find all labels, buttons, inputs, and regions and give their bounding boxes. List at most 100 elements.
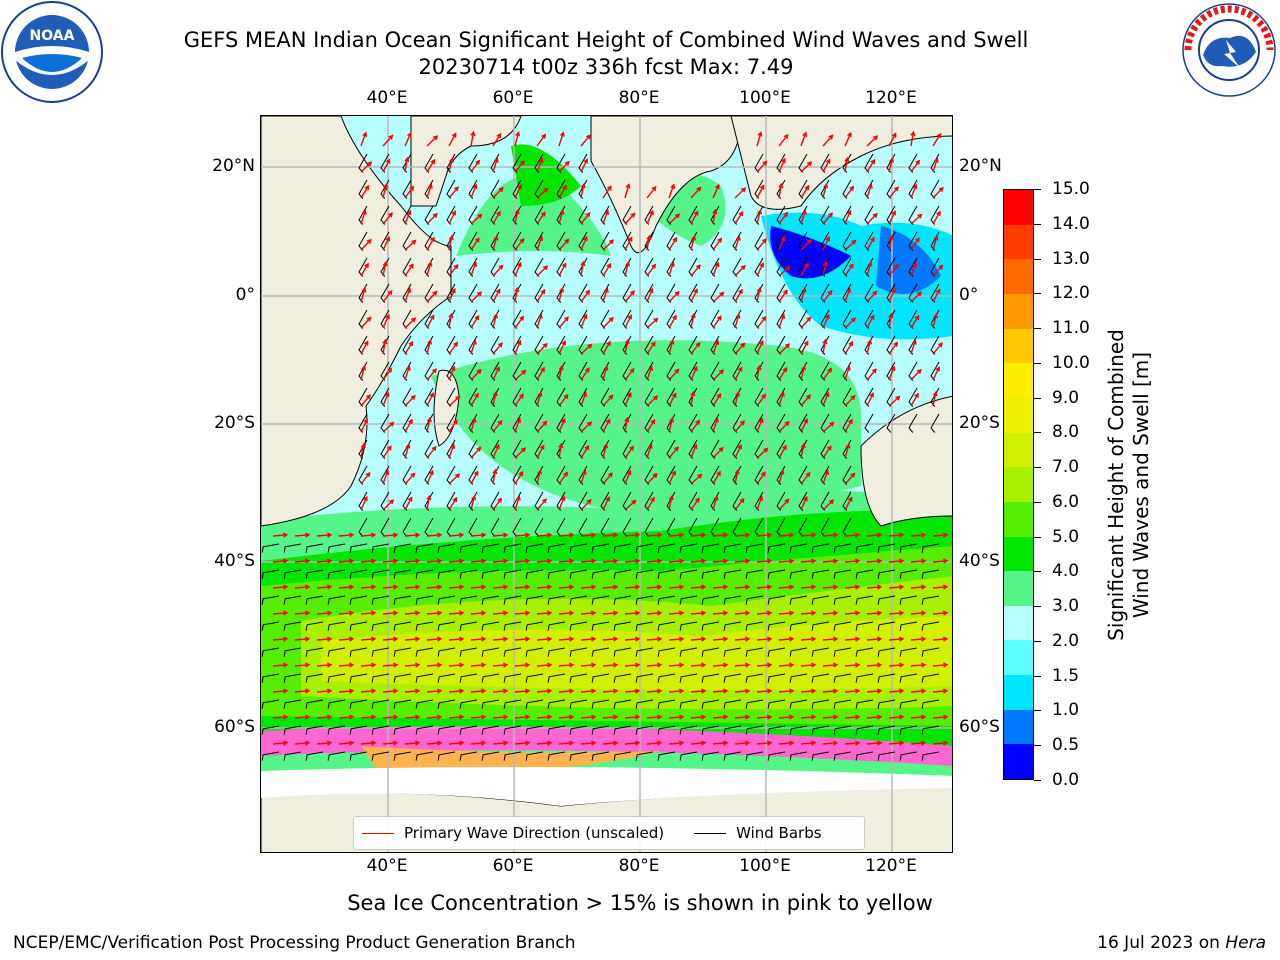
wave-arrow-head <box>740 420 745 426</box>
wave-direction-arrow <box>382 664 397 667</box>
wave-arrow-head <box>824 391 830 398</box>
wave-arrow-head <box>498 264 504 270</box>
wave-direction-arrow <box>602 263 611 277</box>
wave-direction-arrow <box>800 288 806 303</box>
wave-arrow-head <box>713 495 719 501</box>
wind-barb <box>921 725 940 735</box>
colorbar-tick-mark <box>1034 328 1041 330</box>
wave-arrow-head <box>855 558 861 564</box>
wind-barb <box>393 569 412 579</box>
wind-barb <box>745 647 764 657</box>
wind-barb <box>723 543 742 553</box>
wind-barb <box>745 621 764 631</box>
wave-arrow-head <box>844 156 850 163</box>
wave-arrow-head <box>933 157 939 163</box>
wind-barb <box>437 621 456 631</box>
wave-arrow-head <box>917 291 923 297</box>
wind-barb <box>547 621 566 631</box>
wave-arrow-head <box>669 416 675 423</box>
wave-arrow-head <box>671 470 676 476</box>
wave-direction-arrow <box>382 586 397 589</box>
wind-barb <box>525 569 544 579</box>
wind-barb <box>512 517 522 537</box>
wind-barb <box>327 699 346 709</box>
wave-direction-arrow <box>822 560 837 563</box>
wave-direction-arrow <box>690 742 705 745</box>
wave-arrow-head <box>626 469 632 476</box>
wave-direction-arrow <box>932 664 947 667</box>
wave-direction-arrow <box>382 392 389 407</box>
wave-arrow-head <box>450 365 456 372</box>
wave-direction-arrow <box>316 534 331 537</box>
wave-arrow-head <box>305 662 311 668</box>
wave-arrow-head <box>870 158 876 165</box>
wave-arrow-head <box>517 261 522 268</box>
wave-direction-arrow <box>888 690 903 693</box>
wave-direction-arrow <box>888 586 903 589</box>
wave-direction-arrow <box>756 448 768 459</box>
wave-arrow-head <box>393 532 399 538</box>
wind-barb <box>415 569 434 579</box>
wave-direction-arrow <box>492 265 503 277</box>
wave-direction-arrow <box>426 664 441 667</box>
wind-barb <box>679 725 698 735</box>
wave-arrow-head <box>745 714 751 720</box>
wave-direction-arrow <box>932 367 940 381</box>
wave-direction-arrow <box>382 212 393 225</box>
wave-direction-arrow <box>668 496 673 511</box>
colorbar-tick-label: 15.0 <box>1052 179 1090 199</box>
wave-direction-arrow <box>756 472 766 485</box>
wave-direction-arrow <box>624 612 639 615</box>
wave-direction-arrow <box>866 291 877 303</box>
wave-arrow-head <box>723 558 729 564</box>
wind-barb <box>833 595 852 605</box>
wave-direction-arrow <box>426 638 441 641</box>
wave-direction-arrow <box>272 638 287 641</box>
wave-arrow-head <box>917 213 923 219</box>
wave-arrow-head <box>789 558 795 564</box>
wind-barb <box>789 699 808 709</box>
wave-direction-arrow <box>558 341 566 355</box>
wind-barb <box>261 621 280 631</box>
wave-arrow-head <box>383 182 389 189</box>
colorbar-tick-label: 8.0 <box>1052 422 1080 443</box>
wind-barb <box>899 725 918 735</box>
wave-arrow-head <box>669 339 675 345</box>
wind-barb <box>261 543 280 553</box>
wind-barb <box>525 725 544 735</box>
wave-direction-arrow <box>778 445 787 459</box>
wind-barb <box>710 517 720 537</box>
wave-arrow-head <box>723 662 729 668</box>
wave-arrow-head <box>361 364 367 371</box>
wave-direction-arrow <box>844 419 853 433</box>
wave-direction-arrow <box>580 236 588 251</box>
wave-direction-arrow <box>624 418 629 433</box>
wind-barb <box>776 517 786 537</box>
wind-barb <box>657 543 676 553</box>
wave-arrow-head <box>606 262 612 269</box>
wave-arrow-head <box>459 532 465 538</box>
wind-barb <box>921 569 940 579</box>
wave-direction-arrow <box>470 496 476 511</box>
wave-arrow-head <box>327 662 333 668</box>
colorbar-tick-mark <box>1034 223 1041 225</box>
wave-direction-arrow <box>888 264 899 277</box>
wave-direction-arrow <box>822 586 837 589</box>
wave-arrow-head <box>627 236 633 242</box>
wave-arrow-head <box>453 341 459 347</box>
wave-arrow-head <box>349 584 355 590</box>
wave-direction-arrow <box>580 368 590 381</box>
wave-arrow-head <box>503 714 509 720</box>
wave-direction-arrow <box>470 447 481 459</box>
wave-direction-arrow <box>360 394 371 407</box>
wave-arrow-head <box>723 688 729 694</box>
wave-direction-arrow <box>844 586 859 589</box>
wave-direction-arrow <box>800 341 809 355</box>
wave-direction-arrow <box>712 664 727 667</box>
wave-arrow-head <box>783 211 789 217</box>
wave-direction-arrow <box>536 586 551 589</box>
wave-arrow-head <box>719 369 725 375</box>
wave-arrow-head <box>696 264 701 270</box>
wave-arrow-head <box>847 496 853 502</box>
wave-direction-arrow <box>426 315 435 329</box>
